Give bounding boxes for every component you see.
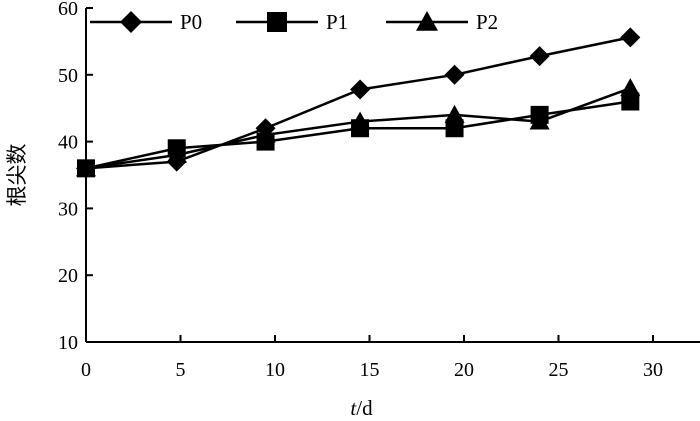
- series-p2: [76, 78, 641, 177]
- x-tick-label: 15: [360, 359, 380, 381]
- diamond-marker: [529, 46, 550, 67]
- series-p1: [77, 92, 640, 178]
- y-tick-label: 40: [58, 132, 78, 154]
- square-marker: [621, 92, 640, 111]
- x-tick-label: 20: [454, 359, 474, 381]
- x-ticks: 0 5 10 15 20 25 30: [81, 335, 663, 381]
- x-axis-label: t/d: [350, 396, 373, 420]
- x-tick-label: 30: [643, 359, 663, 381]
- x-tick-label: 5: [176, 359, 186, 381]
- y-tick-label: 50: [58, 65, 78, 87]
- x-tick-label: 25: [549, 359, 569, 381]
- legend-label: P0: [180, 10, 202, 34]
- square-marker: [445, 119, 464, 138]
- triangle-marker: [416, 11, 438, 31]
- triangle-marker: [444, 104, 465, 123]
- y-axis-label: 根尖数: [5, 144, 29, 207]
- series-layer: [76, 27, 641, 179]
- legend: P0 P1 P2: [90, 10, 498, 34]
- y-ticks: 10 20 30 40 50 60: [58, 0, 93, 354]
- series-line: [85, 36, 631, 170]
- legend-label: P2: [476, 10, 498, 34]
- axes: [85, 8, 700, 343]
- x-axis-label-unit: /d: [356, 396, 373, 420]
- x-axis-label-variable: t: [350, 396, 357, 420]
- x-tick-label: 0: [81, 359, 91, 381]
- diamond-marker: [350, 79, 371, 100]
- y-tick-label: 20: [58, 265, 78, 287]
- x-tick-label: 10: [265, 359, 285, 381]
- triangle-marker: [350, 111, 371, 130]
- triangle-marker: [76, 158, 96, 177]
- triangle-marker: [255, 124, 276, 143]
- triangle-marker: [166, 144, 187, 163]
- y-tick-label: 10: [58, 332, 78, 354]
- diamond-marker: [444, 64, 465, 85]
- square-marker: [267, 12, 287, 32]
- triangle-marker: [529, 111, 550, 130]
- series-p0: [76, 27, 641, 179]
- triangle-marker: [620, 78, 641, 97]
- diamond-marker: [120, 11, 142, 33]
- diamond-marker: [620, 27, 641, 48]
- y-tick-label: 60: [58, 0, 78, 20]
- y-tick-label: 30: [58, 198, 78, 220]
- legend-label: P1: [326, 10, 348, 34]
